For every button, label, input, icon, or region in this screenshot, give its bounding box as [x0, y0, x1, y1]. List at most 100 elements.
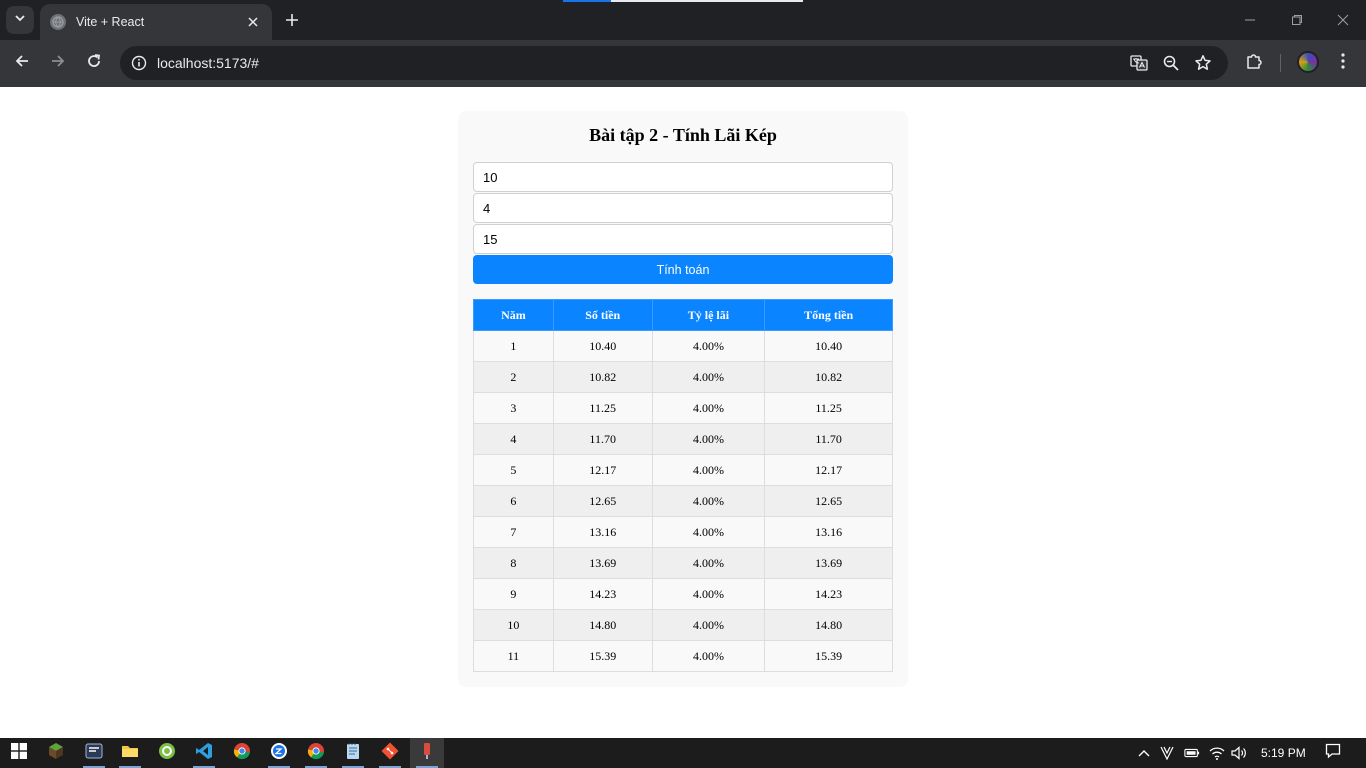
cell-total: 11.70 — [764, 423, 893, 455]
cell-rate: 4.00% — [651, 361, 766, 393]
loading-strip — [563, 0, 803, 2]
interest-rate-input[interactable] — [473, 193, 893, 223]
chevron-down-icon — [14, 11, 26, 29]
cell-amount: 11.70 — [552, 423, 653, 455]
cell-year: 6 — [473, 485, 554, 517]
kebab-menu-icon — [1341, 52, 1345, 74]
address-bar[interactable]: localhost:5173/# — [120, 46, 1228, 80]
taskbar-app-git[interactable] — [373, 738, 407, 768]
arrow-right-icon — [50, 53, 66, 74]
table-row: 11 15.39 4.00% 15.39 — [473, 640, 893, 672]
restore-button[interactable] — [1285, 8, 1309, 32]
table-row: 5 12.17 4.00% 12.17 — [473, 454, 893, 486]
principal-input[interactable] — [473, 162, 893, 192]
site-info-icon[interactable] — [128, 52, 150, 74]
chat-bubble-icon — [1325, 743, 1341, 764]
cell-amount: 12.65 — [552, 485, 653, 517]
taskbar-app-chrome[interactable] — [225, 738, 259, 768]
profile-avatar[interactable] — [1297, 51, 1319, 73]
table-row: 1 10.40 4.00% 10.40 — [473, 330, 893, 362]
close-tab-icon[interactable] — [244, 13, 262, 31]
forward-button[interactable] — [46, 51, 70, 75]
cell-rate: 4.00% — [651, 609, 766, 641]
taskbar-clock[interactable]: 5:19 PM — [1261, 746, 1306, 760]
taskbar-app-vscode[interactable] — [187, 738, 221, 768]
column-header-total: Tổng tiền — [764, 299, 893, 331]
puzzle-icon — [1245, 52, 1263, 75]
chevron-up-icon — [1138, 744, 1150, 762]
cell-rate: 4.00% — [651, 547, 766, 579]
running-indicator — [379, 766, 401, 768]
cell-amount: 13.16 — [552, 516, 653, 548]
volume-icon[interactable] — [1231, 745, 1247, 761]
cell-amount: 14.80 — [552, 609, 653, 641]
running-indicator — [119, 766, 141, 768]
cell-rate: 4.00% — [651, 423, 766, 455]
running-indicator — [416, 766, 438, 768]
running-indicator — [268, 766, 290, 768]
running-indicator — [342, 766, 364, 768]
taskbar-app-minecraft[interactable] — [39, 738, 73, 768]
app-icon — [419, 742, 435, 765]
notification-center-button[interactable] — [1325, 743, 1341, 764]
cell-total: 12.17 — [764, 454, 893, 486]
browser-tab-bar: Vite + React — [0, 0, 1366, 40]
url-text[interactable]: localhost:5173/# — [157, 55, 259, 71]
translate-icon[interactable] — [1129, 53, 1149, 73]
cell-amount: 15.39 — [552, 640, 653, 672]
table-header-row: Năm Số tiền Tỷ lệ lãi Tổng tiền — [473, 299, 893, 331]
extensions-button[interactable] — [1243, 52, 1265, 74]
cell-total: 15.39 — [764, 640, 893, 672]
taskbar-app-notepad[interactable] — [336, 738, 370, 768]
notepad-icon — [345, 742, 361, 765]
zoom-icon[interactable] — [1161, 53, 1181, 73]
cell-rate: 4.00% — [651, 454, 766, 486]
calculate-button[interactable]: Tính toán — [473, 255, 893, 284]
taskbar-app-chrome-profile[interactable] — [299, 738, 333, 768]
windows-logo-icon — [11, 742, 27, 764]
battery-icon[interactable] — [1184, 745, 1200, 761]
running-indicator — [83, 766, 105, 768]
new-tab-button[interactable] — [282, 10, 302, 30]
close-window-button[interactable] — [1331, 8, 1355, 32]
windows-taskbar: 5:19 PM — [0, 738, 1366, 768]
table-row: 3 11.25 4.00% 11.25 — [473, 392, 893, 424]
total-target-input[interactable] — [473, 224, 893, 254]
show-hidden-icons-button[interactable] — [1136, 745, 1152, 761]
cell-total: 10.82 — [764, 361, 893, 393]
chrome-icon — [307, 742, 325, 765]
chrome-icon — [233, 742, 251, 765]
browser-tab-active[interactable]: Vite + React — [40, 4, 272, 40]
start-button[interactable] — [2, 738, 36, 768]
cell-year: 9 — [473, 578, 554, 610]
table-row: 7 13.16 4.00% 13.16 — [473, 516, 893, 548]
cell-total: 14.23 — [764, 578, 893, 610]
wifi-icon[interactable] — [1209, 745, 1225, 761]
cell-total: 10.40 — [764, 330, 893, 362]
browser-menu-button[interactable] — [1332, 52, 1354, 74]
taskbar-app-greenshot[interactable] — [150, 738, 184, 768]
cell-rate: 4.00% — [651, 392, 766, 424]
toolbar-separator — [1280, 54, 1281, 72]
taskbar-app-file-explorer[interactable] — [113, 738, 147, 768]
cell-year: 5 — [473, 454, 554, 486]
globe-icon — [50, 14, 66, 30]
page-title: Bài tập 2 - Tính Lãi Kép — [589, 125, 777, 145]
tab-search-button[interactable] — [6, 6, 34, 34]
reload-button[interactable] — [82, 51, 106, 75]
cell-amount: 12.17 — [552, 454, 653, 486]
taskbar-app-zalo[interactable] — [262, 738, 296, 768]
taskbar-app-active[interactable] — [410, 738, 444, 768]
git-icon — [381, 742, 399, 765]
vpn-tray-icon[interactable] — [1159, 745, 1175, 761]
table-row: 6 12.65 4.00% 12.65 — [473, 485, 893, 517]
back-button[interactable] — [10, 51, 34, 75]
bookmark-star-icon[interactable] — [1193, 53, 1213, 73]
cell-rate: 4.00% — [651, 485, 766, 517]
terminal-app-icon — [85, 743, 103, 764]
cell-year: 4 — [473, 423, 554, 455]
table-row: 2 10.82 4.00% 10.82 — [473, 361, 893, 393]
minimize-button[interactable] — [1238, 8, 1262, 32]
taskbar-app-devtool[interactable] — [77, 738, 111, 768]
cell-year: 10 — [473, 609, 554, 641]
